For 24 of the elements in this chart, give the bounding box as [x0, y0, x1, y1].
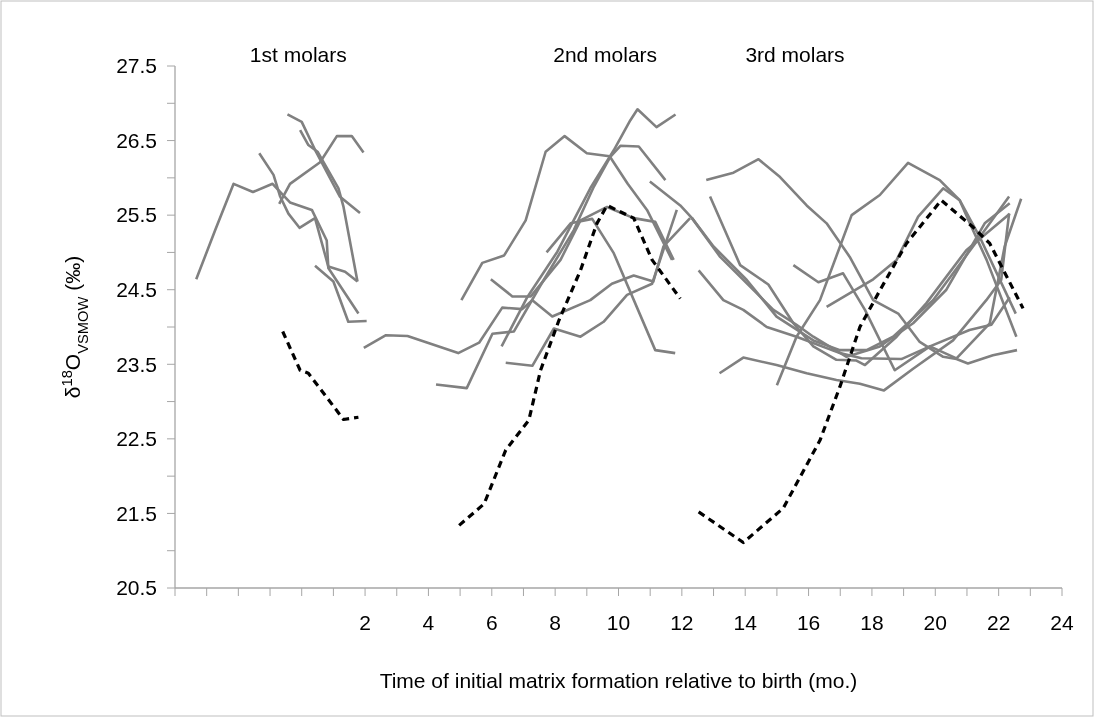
x-tick-label: 2: [359, 611, 371, 634]
x-tick-label: 18: [860, 611, 884, 634]
y-tick-label: 23.5: [116, 352, 157, 376]
x-tick-label: 4: [422, 611, 435, 634]
x-tick-label: 20: [923, 611, 947, 634]
x-tick-label: 12: [670, 611, 694, 634]
x-axis-title: Time of initial matrix formation relative to birth (mo.): [379, 669, 858, 692]
x-tick-label: 14: [733, 611, 758, 634]
y-tick-label: 27.5: [116, 54, 157, 78]
annotation: 1st molars: [249, 43, 347, 66]
y-tick-label: 26.5: [116, 128, 157, 152]
x-tick-label: 8: [549, 611, 561, 634]
y-tick-label: 24.5: [116, 278, 157, 302]
x-tick-label: 10: [606, 611, 631, 634]
x-tick-label: 6: [485, 611, 498, 634]
x-tick-label: 16: [796, 611, 821, 634]
x-tick-label: 22: [986, 611, 1011, 634]
x-tick-label: 24: [1050, 611, 1074, 634]
y-tick-label: 22.5: [116, 427, 157, 451]
y-tick-label: 20.5: [116, 576, 157, 600]
annotation: 2nd molars: [553, 43, 658, 66]
annotation: 3rd molars: [745, 43, 845, 66]
y-tick-label: 25.5: [116, 203, 157, 227]
y-tick-label: 21.5: [116, 501, 157, 525]
